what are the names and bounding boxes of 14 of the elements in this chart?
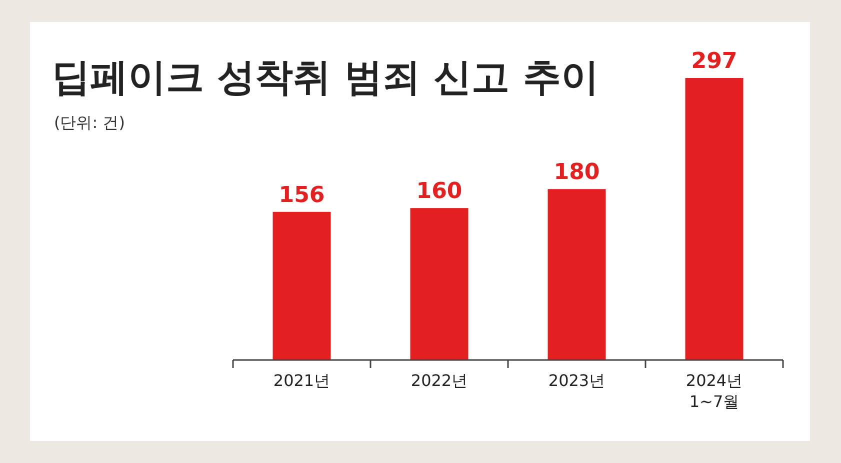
data-label: 160 [416, 179, 462, 204]
data-label: 297 [691, 49, 738, 74]
data-label: 156 [278, 182, 325, 208]
x-tick-label: 2022년 [410, 371, 468, 390]
x-tick-label: 2023년 [548, 371, 606, 390]
data-label: 180 [554, 160, 600, 186]
bar [410, 208, 468, 360]
x-tick-label: 2024년 1~7월 [686, 371, 743, 411]
bar [685, 78, 744, 360]
bar [272, 212, 331, 360]
chart-title: 딥페이크 성착취 범죄 신고 추이 [52, 55, 599, 99]
x-tick-label: 2021년 [273, 371, 330, 390]
bar [548, 189, 606, 360]
text: (단위: 건) [54, 113, 125, 132]
